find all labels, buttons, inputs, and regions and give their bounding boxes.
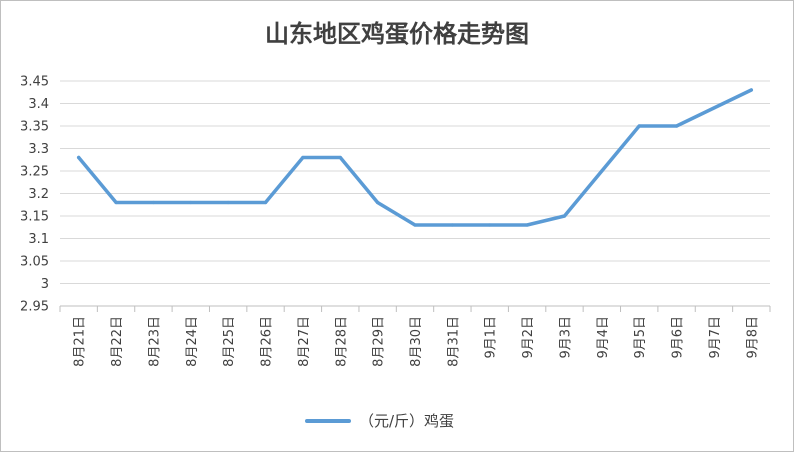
x-tick-label: 8月28日 (334, 316, 349, 367)
y-axis: 2.95 3 3.05 3.1 3.15 3.2 3.25 3.3 3.35 3.4 3.45 (20, 75, 49, 315)
series-line (76, 88, 754, 227)
data-point (413, 223, 417, 227)
data-point (301, 155, 305, 160)
chart-title: 山东地区鸡蛋价格走势图 (265, 19, 529, 48)
y-tick-label: 3.4 (28, 97, 49, 112)
legend: （元/斤）鸡蛋 (305, 410, 454, 431)
series-layer (76, 88, 754, 227)
data-point (226, 200, 230, 205)
gridlines (60, 80, 770, 307)
x-tick-label: 8月26日 (260, 316, 275, 367)
data-point (562, 214, 567, 218)
y-tick-label: 3 (41, 277, 49, 292)
x-tick-label: 8月23日 (147, 316, 162, 367)
data-point (338, 155, 342, 160)
x-tick-label: 8月31日 (446, 316, 461, 367)
data-point (114, 200, 118, 205)
x-tick-label: 9月7日 (708, 316, 723, 359)
data-point (712, 106, 716, 110)
data-point (77, 155, 81, 160)
x-tick-label: 9月4日 (596, 316, 611, 359)
data-point (189, 200, 193, 205)
x-tick-label: 9月5日 (633, 316, 648, 359)
x-tick-label: 9月2日 (521, 316, 536, 359)
y-tick-label: 3.2 (28, 187, 49, 202)
legend-swatch (305, 418, 351, 423)
y-tick-label: 3.45 (20, 75, 49, 90)
data-point (263, 200, 268, 205)
data-point (151, 200, 156, 205)
data-point (637, 124, 641, 128)
data-point (450, 223, 454, 227)
y-tick-label: 3.05 (20, 255, 49, 270)
x-tick-label: 8月21日 (73, 316, 88, 367)
x-tick-label: 9月6日 (671, 316, 686, 359)
data-point (525, 223, 529, 227)
x-tick-label: 8月27日 (297, 316, 312, 367)
y-tick-label: 3.1 (28, 232, 49, 247)
legend-label: （元/斤）鸡蛋 (359, 412, 455, 430)
data-point (488, 223, 492, 227)
x-tick-label: 9月1日 (484, 316, 499, 359)
x-tick-label: 8月25日 (222, 316, 237, 367)
y-tick-label: 3.35 (20, 120, 49, 135)
x-tick-label: 9月8日 (745, 316, 760, 359)
x-axis: 8月21日 8月22日 8月23日 8月24日 8月25日 8月26日 8月27日 8月28日… (59, 305, 771, 367)
y-tick-label: 2.95 (20, 300, 49, 315)
data-point (674, 124, 679, 128)
data-point (749, 88, 753, 92)
y-tick-label: 3.3 (28, 142, 49, 157)
x-tick-label: 8月24日 (185, 316, 200, 367)
y-tick-label: 3.15 (20, 210, 49, 225)
x-tick-label: 9月3日 (558, 316, 573, 359)
x-tick-label: 8月22日 (110, 316, 125, 367)
data-point (376, 200, 380, 205)
y-tick-label: 3.25 (20, 165, 49, 180)
x-tick-label: 8月29日 (372, 316, 387, 367)
data-point (600, 169, 604, 173)
x-tick-label: 8月30日 (409, 316, 424, 367)
